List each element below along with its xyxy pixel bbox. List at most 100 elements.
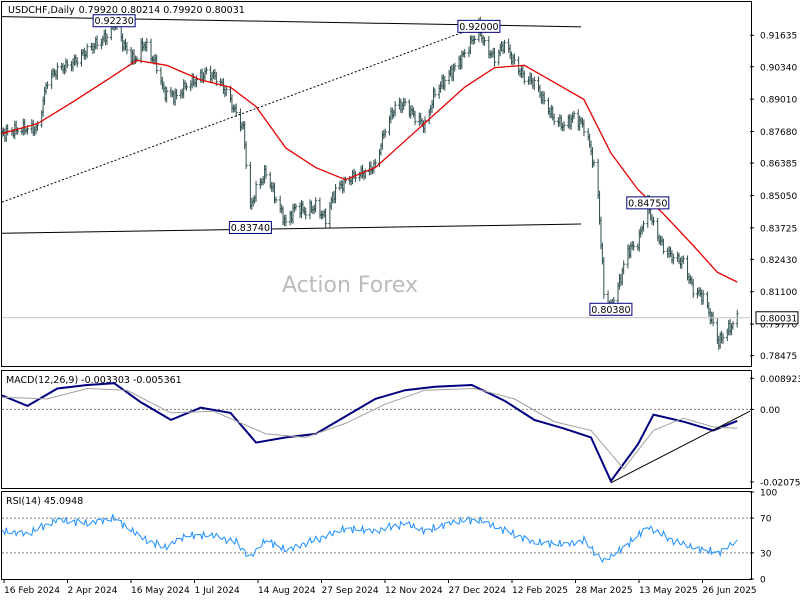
ohlc-bar	[175, 88, 179, 100]
ohlc-bar	[105, 33, 109, 45]
price-annotation-box	[228, 220, 272, 234]
price-header: USDCHF,Daily 0.79920 0.80214 0.79920 0.80…	[8, 5, 245, 16]
ohlc-bar	[711, 311, 715, 327]
ohlc-bar	[701, 290, 705, 305]
ohlc-bar	[393, 101, 397, 117]
macd-panel-frame	[1, 370, 752, 489]
ohlc-bar	[204, 66, 208, 75]
ohlc-bar	[145, 37, 149, 52]
ohlc-bar	[532, 76, 536, 91]
ohlc-bar	[135, 56, 139, 63]
macd-title: MACD(12,26,9) -0.003303 -0.005361	[6, 375, 182, 386]
ohlc-bar	[463, 48, 467, 58]
price-annotation: 0.84750	[626, 196, 670, 210]
ohlc-bar	[582, 119, 586, 137]
ohlc-bar	[254, 180, 258, 202]
time-axis-label: 26 Jun 2025	[703, 586, 757, 596]
macd-axis-label: 0.008923	[760, 375, 800, 385]
price-annotation: 0.92000	[457, 19, 501, 33]
ohlc-bar	[622, 260, 626, 275]
time-axis: 16 Feb 2024 2 Apr 2024 16 May 2024 1 Jul 20…	[3, 579, 757, 596]
macd-panel: 0.008923 0.00 -0.020759	[1, 375, 800, 488]
ohlc-bar	[592, 159, 596, 167]
price-axis-label: 0.82430	[760, 256, 797, 266]
ohlc-bar	[651, 216, 655, 226]
ohlc-bar	[403, 98, 407, 107]
ohlc-bar	[383, 128, 387, 138]
ohlc-bar	[165, 87, 169, 103]
price-axis-label: 0.90340	[760, 63, 797, 73]
ohlc-bar	[443, 76, 447, 91]
ohlc-bar	[735, 309, 739, 328]
ohlc-bar	[224, 86, 228, 97]
rsi-axis-label: 30	[760, 549, 772, 559]
price-annotation-box	[626, 196, 670, 210]
ohlc-bar	[294, 203, 298, 211]
price-annotation-label: 0.92230	[94, 16, 133, 27]
ohlc-bar	[244, 141, 248, 169]
ohlc-bar	[264, 165, 268, 179]
time-axis-label: 12 Nov 2024	[385, 586, 443, 596]
rsi-axis-label: 70	[760, 515, 772, 525]
ohlc-bar	[453, 62, 457, 72]
ohlc-bar	[413, 110, 417, 126]
price-annotation-label: 0.92000	[459, 22, 498, 33]
macd-axis-label: -0.020759	[760, 478, 800, 488]
rsi-line	[1, 514, 738, 564]
time-axis-label: 27 Sep 2024	[322, 586, 379, 596]
ohlc-bar	[552, 113, 556, 126]
rsi-axis-label: 0	[760, 576, 766, 586]
price-panel-frame	[1, 1, 752, 367]
macd-signal-line	[1, 387, 738, 470]
rsi-panel: 100 70 30 0	[1, 489, 777, 586]
time-axis-label: 14 Aug 2024	[258, 586, 316, 596]
ohlc-bar	[671, 253, 675, 265]
moving-average-line	[1, 59, 738, 283]
price-annotation-box	[92, 14, 136, 28]
current-price-label: 0.80031	[760, 314, 797, 324]
ohlc-bar	[284, 214, 288, 227]
ohlc-bar	[324, 208, 328, 228]
ohlc-bar	[483, 36, 487, 46]
price-annotation-label: 0.84750	[628, 198, 667, 209]
time-axis-label: 27 Dec 2024	[449, 586, 507, 596]
ohlc-bar	[661, 238, 665, 255]
ohlc-bar	[602, 257, 606, 299]
ohlc-bar	[125, 42, 129, 55]
trendline	[1, 223, 582, 234]
ohlc-bar	[542, 91, 546, 105]
ohlc-bar	[473, 35, 477, 44]
price-annotation: 0.80380	[589, 302, 633, 316]
ohlc-bar	[493, 47, 497, 67]
ohlc-bar	[55, 62, 59, 80]
ohlc-bar	[721, 333, 725, 344]
ohlc-bar	[274, 196, 278, 204]
ohlc-bars	[0, 16, 739, 350]
ohlc-bar	[691, 278, 695, 298]
ohlc-bar	[75, 57, 79, 68]
time-axis-label: 28 Mar 2025	[576, 586, 633, 596]
ohlc-bar	[642, 220, 646, 232]
rsi-panel-frame	[1, 491, 752, 580]
price-axis-label: 0.91635	[760, 32, 797, 42]
ohlc-bar	[85, 43, 89, 58]
price-axis-label: 0.89010	[760, 96, 797, 106]
ohlc-bar	[632, 241, 636, 251]
current-price-box	[755, 311, 799, 325]
price-axis-label: 0.78475	[760, 352, 797, 362]
time-axis-label: 16 Feb 2024	[4, 586, 60, 596]
symbol-label: USDCHF,Daily	[8, 5, 75, 16]
time-axis-label: 16 May 2024	[131, 586, 190, 596]
time-axis-label: 13 May 2025	[639, 586, 698, 596]
macd-axis-label: 0.00	[760, 406, 780, 416]
ohlc-bar	[304, 207, 308, 220]
ohlc-bar	[373, 158, 377, 168]
ohlc-bar	[185, 82, 189, 91]
time-axis-label: 1 Jul 2024	[195, 586, 240, 596]
ohlc-bar	[314, 197, 318, 213]
current-price-marker: 0.80031	[755, 311, 799, 325]
price-annotation: 0.92230	[92, 14, 136, 28]
ohlc-bar	[65, 59, 69, 68]
